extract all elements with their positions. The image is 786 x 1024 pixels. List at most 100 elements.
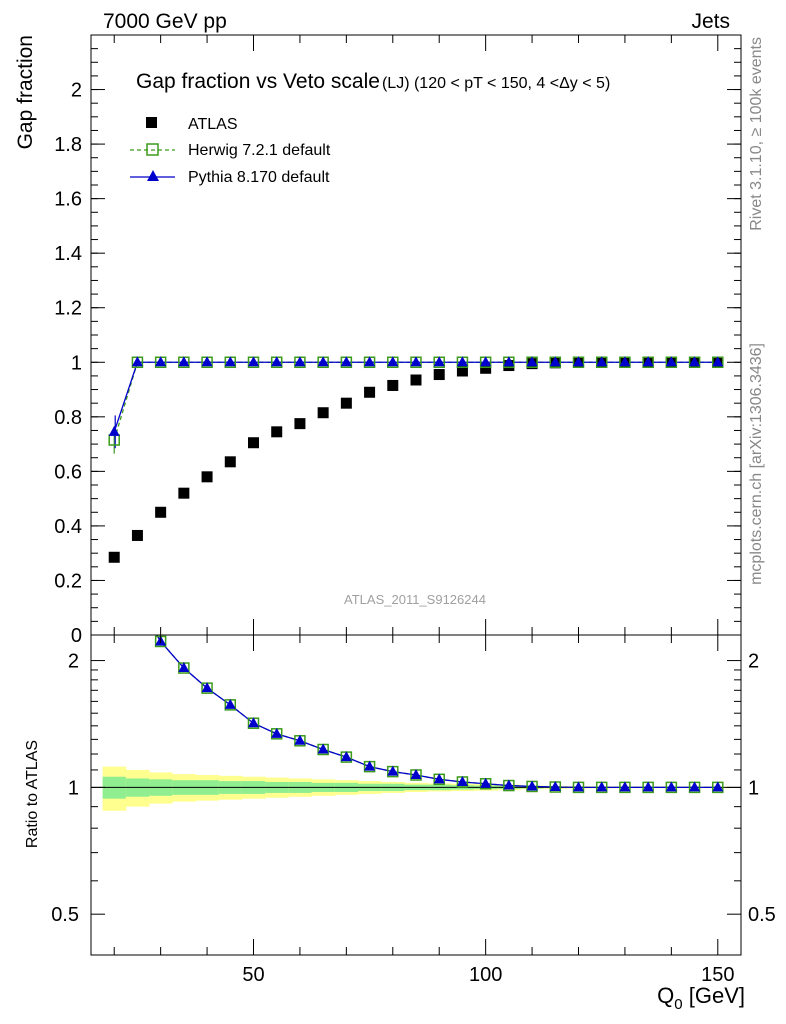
ratio-pythia-point — [224, 698, 236, 709]
pythia-point — [294, 356, 306, 367]
pythia-point — [317, 356, 329, 367]
ratio-pythia-point — [387, 765, 399, 776]
ratio-y-axis-label: Ratio to ATLAS — [24, 740, 41, 848]
atlas-point — [364, 386, 376, 398]
ratio-pythia-point — [340, 751, 352, 762]
ratio-pythia-point — [178, 662, 190, 673]
ratio-pythia-point — [689, 781, 701, 792]
pythia-point — [619, 356, 631, 367]
atlas-point — [155, 506, 167, 518]
ratio-y-tick-label-left: 2 — [68, 651, 79, 673]
pythia-point — [131, 356, 143, 367]
ratio-pythia-point — [619, 781, 631, 792]
main-y-tick-label: 1.8 — [54, 134, 82, 156]
legend: ATLAS Herwig 7.2.1 default Pythia 8.170 … — [130, 116, 331, 186]
ratio-pythia-point — [480, 777, 492, 788]
atlas-point — [271, 426, 283, 438]
ratio-pythia-point — [642, 781, 654, 792]
main-y-tick-label: 0 — [71, 625, 82, 647]
plot-title: Gap fraction vs Veto scale (LJ) (120 < pT… — [136, 70, 610, 93]
x-axis-label-symbol: Q — [657, 983, 674, 1008]
ratio-series — [132, 597, 724, 794]
ratio-plot-frame — [90, 634, 742, 956]
atlas-point — [410, 374, 422, 386]
ratio-pythia-point — [201, 682, 213, 693]
atlas-point — [178, 487, 190, 499]
main-y-tick-label: 1 — [71, 352, 82, 374]
pythia-point — [480, 356, 492, 367]
x-axis-label-subscript: 0 — [674, 996, 682, 1013]
legend-pythia-marker — [147, 170, 159, 181]
atlas-point — [340, 397, 352, 409]
ratio-pythia-line — [155, 635, 718, 789]
atlas-point — [387, 379, 399, 391]
main-y-tick-label: 1.6 — [54, 189, 82, 211]
ratio-pythia-point — [317, 743, 329, 754]
ratio-y-tick-label-right: 0.5 — [748, 904, 776, 926]
atlas-point — [480, 362, 492, 374]
ratio-pythia-point — [573, 781, 584, 792]
main-y-axis-label: Gap fraction — [14, 35, 37, 149]
ratio-pythia-point — [132, 597, 143, 607]
header-left: 7000 GeV pp — [103, 10, 227, 33]
ratio-y-tick-label-left: 1 — [68, 777, 79, 799]
pythia-point — [271, 356, 283, 367]
ratio-pythia-point — [665, 781, 677, 792]
atlas-point — [248, 437, 259, 449]
main-y-tick-label: 1.2 — [54, 298, 82, 320]
main-y-tick-label: 0.2 — [54, 570, 82, 592]
plot-title-main: Gap fraction vs Veto scale — [136, 70, 380, 93]
atlas-point — [131, 529, 143, 541]
pythia-line — [113, 361, 718, 433]
pythia-point — [596, 356, 608, 367]
main-panel: 0 0.2 0.4 0.6 0.8 1 1.2 1.4 1.6 1.8 2 Gap fraction… — [14, 34, 742, 647]
legend-atlas: ATLAS — [146, 116, 238, 133]
ratio-y-tick-label-right: 1 — [748, 777, 759, 799]
main-x-ticks — [113, 35, 719, 635]
pythia-point — [387, 356, 399, 367]
pythia-point — [456, 356, 468, 367]
ratio-panel: 0.5 0.51 12 2 50 100 150 Ratio to ATLAS Q0 [G… — [24, 597, 776, 1013]
header-right: Jets — [691, 10, 730, 33]
herwig-line — [113, 361, 718, 441]
ratio-pythia-point — [294, 734, 306, 745]
pythia-point — [712, 356, 724, 367]
ratio-x-tick-label: 100 — [469, 964, 502, 986]
legend-herwig-marker — [146, 143, 159, 156]
ratio-pythia-point — [596, 781, 608, 792]
legend-herwig-label: Herwig 7.2.1 default — [188, 142, 331, 159]
mcplots-label: mcplots.cern.ch [arXiv:1306.3436] — [748, 343, 765, 585]
ratio-x-axis: 50 100 150 — [113, 635, 734, 986]
ratio-herwig-point — [132, 598, 142, 608]
main-y-axis: 0 0.2 0.4 0.6 0.8 1 1.2 1.4 1.6 1.8 2 — [54, 34, 741, 647]
atlas-point — [433, 369, 445, 381]
main-y-tick-label: 0.8 — [54, 407, 82, 429]
main-series — [108, 356, 724, 563]
ratio-y-tick-label-left: 0.5 — [51, 904, 79, 926]
pythia-point — [689, 356, 701, 367]
pythia-point — [503, 356, 515, 367]
pythia-point — [526, 356, 538, 367]
watermark: ATLAS_2011_S9126244 — [344, 592, 486, 607]
ratio-pythia-point — [456, 775, 468, 786]
atlas-point — [317, 407, 329, 419]
ratio-pythia-point — [410, 768, 422, 779]
legend-herwig: Herwig 7.2.1 default — [130, 142, 331, 159]
ratio-x-tick-label: 150 — [701, 964, 734, 986]
pythia-point — [549, 356, 561, 367]
main-y-tick-label: 0.6 — [54, 461, 82, 483]
pythia-point — [410, 356, 422, 367]
ratio-x-tick-label: 50 — [242, 964, 264, 986]
ratio-herwig-line — [155, 635, 718, 789]
pythia-point — [433, 356, 445, 367]
legend-atlas-label: ATLAS — [188, 116, 238, 133]
ratio-pythia-point — [712, 781, 724, 792]
pythia-point — [224, 356, 236, 367]
ratio-pythia-point — [433, 773, 445, 784]
pythia-point — [155, 356, 167, 367]
ratio-pythia-point — [271, 727, 283, 738]
ratio-pythia-point — [503, 779, 515, 790]
atlas-point — [294, 418, 306, 430]
legend-pythia-label: Pythia 8.170 default — [188, 169, 330, 186]
